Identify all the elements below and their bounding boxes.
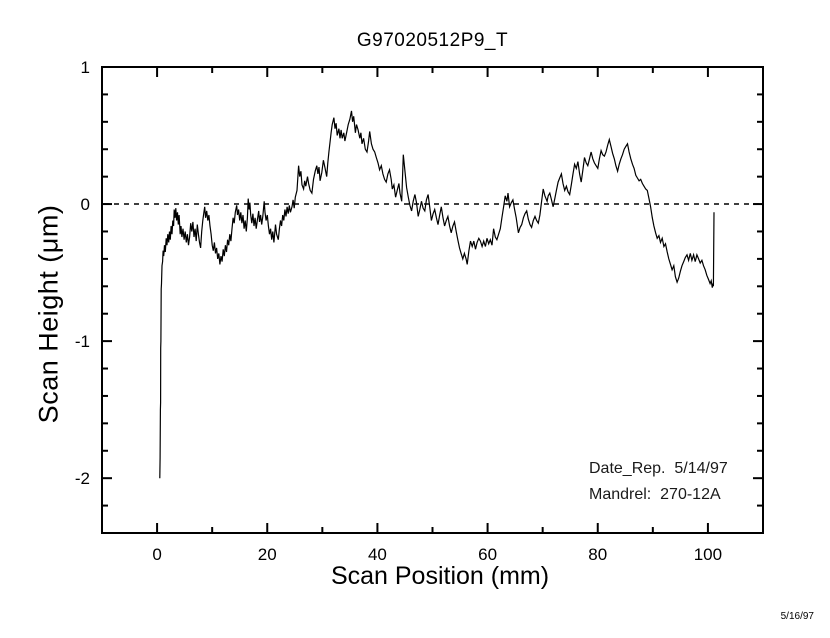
x-tick-label: 60 bbox=[478, 545, 497, 564]
y-axis-title: Scan Height (μm) bbox=[33, 204, 64, 424]
scan-profile-line bbox=[159, 110, 715, 479]
x-axis-ticks bbox=[156, 67, 709, 533]
chart-title: G97020512P9_T bbox=[356, 30, 509, 51]
annotation-mandrel: Mandrel: 270-12A bbox=[589, 486, 721, 503]
x-tick-label: 0 bbox=[152, 545, 161, 564]
x-tick-label: 20 bbox=[258, 545, 277, 564]
y-tick-label: 1 bbox=[81, 58, 90, 77]
x-tick-label: 40 bbox=[368, 545, 387, 564]
x-axis-title: Scan Position (mm) bbox=[330, 562, 550, 590]
y-tick-labels: 1 0 -1 -2 bbox=[75, 58, 90, 488]
x-tick-label: 80 bbox=[588, 545, 607, 564]
y-tick-label: -1 bbox=[75, 332, 90, 351]
y-axis-ticks bbox=[102, 66, 763, 507]
x-tick-labels: 0 20 40 60 80 100 bbox=[152, 545, 722, 564]
x-tick-label: 100 bbox=[694, 545, 722, 564]
footer-date: 5/16/97 bbox=[780, 611, 814, 622]
y-tick-label: -2 bbox=[75, 469, 90, 488]
y-tick-label: 0 bbox=[81, 195, 90, 214]
annotation-date-rep: Date_Rep. 5/14/97 bbox=[589, 460, 728, 477]
